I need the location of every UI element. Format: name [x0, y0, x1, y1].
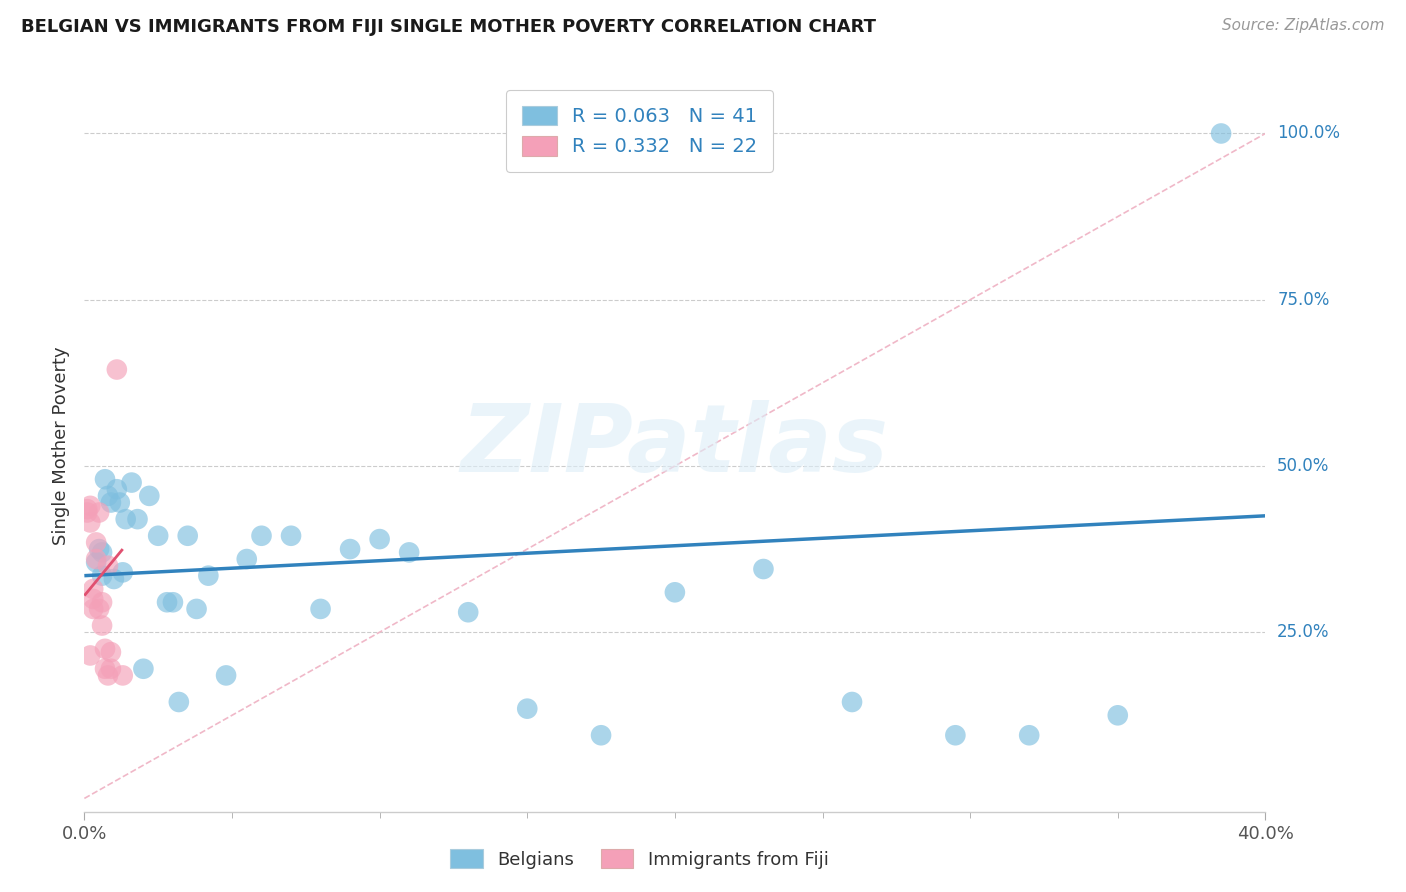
Point — [167, 695, 190, 709]
Point — [79, 516, 101, 530]
Point — [280, 529, 302, 543]
Point — [91, 618, 114, 632]
Point — [76, 502, 98, 516]
Point — [250, 529, 273, 543]
Point — [91, 545, 114, 559]
Y-axis label: Single Mother Poverty: Single Mother Poverty — [52, 347, 70, 545]
Point — [186, 602, 208, 616]
Point — [138, 489, 160, 503]
Point — [516, 701, 538, 715]
Point — [591, 728, 613, 742]
Point — [215, 668, 238, 682]
Text: 100.0%: 100.0% — [1277, 125, 1340, 143]
Point — [94, 641, 117, 656]
Text: 50.0%: 50.0% — [1277, 457, 1330, 475]
Point — [82, 591, 104, 606]
Point — [339, 542, 361, 557]
Point — [97, 489, 120, 503]
Point — [108, 495, 131, 509]
Point — [156, 595, 179, 609]
Point — [457, 605, 479, 619]
Point — [84, 555, 107, 569]
Point — [197, 568, 219, 582]
Point — [100, 662, 122, 676]
Point — [841, 695, 863, 709]
Point — [398, 545, 420, 559]
Point — [87, 506, 111, 520]
Point — [162, 595, 184, 609]
Text: 25.0%: 25.0% — [1277, 624, 1330, 641]
Point — [91, 595, 114, 609]
Point — [87, 542, 111, 557]
Point — [111, 566, 134, 580]
Point — [82, 602, 104, 616]
Point — [79, 648, 101, 663]
Point — [84, 552, 107, 566]
Text: BELGIAN VS IMMIGRANTS FROM FIJI SINGLE MOTHER POVERTY CORRELATION CHART: BELGIAN VS IMMIGRANTS FROM FIJI SINGLE M… — [21, 18, 876, 36]
Text: ZIPatlas: ZIPatlas — [461, 400, 889, 492]
Point — [945, 728, 967, 742]
Point — [105, 362, 128, 376]
Text: 75.0%: 75.0% — [1277, 291, 1330, 309]
Point — [121, 475, 143, 490]
Point — [97, 668, 120, 682]
Point — [94, 662, 117, 676]
Point — [1107, 708, 1129, 723]
Point — [127, 512, 149, 526]
Point — [97, 558, 120, 573]
Point — [100, 645, 122, 659]
Point — [84, 535, 107, 549]
Point — [111, 668, 134, 682]
Point — [309, 602, 332, 616]
Point — [114, 512, 136, 526]
Point — [105, 482, 128, 496]
Point — [1018, 728, 1040, 742]
Point — [664, 585, 686, 599]
Point — [79, 499, 101, 513]
Point — [177, 529, 200, 543]
Point — [91, 568, 114, 582]
Legend: Belgians, Immigrants from Fiji: Belgians, Immigrants from Fiji — [443, 842, 837, 876]
Point — [94, 472, 117, 486]
Point — [82, 582, 104, 596]
Point — [1209, 127, 1232, 141]
Point — [148, 529, 170, 543]
Point — [132, 662, 155, 676]
Point — [87, 602, 111, 616]
Text: Source: ZipAtlas.com: Source: ZipAtlas.com — [1222, 18, 1385, 33]
Point — [100, 495, 122, 509]
Point — [76, 506, 98, 520]
Point — [235, 552, 259, 566]
Point — [103, 572, 125, 586]
Point — [752, 562, 775, 576]
Point — [368, 532, 391, 546]
